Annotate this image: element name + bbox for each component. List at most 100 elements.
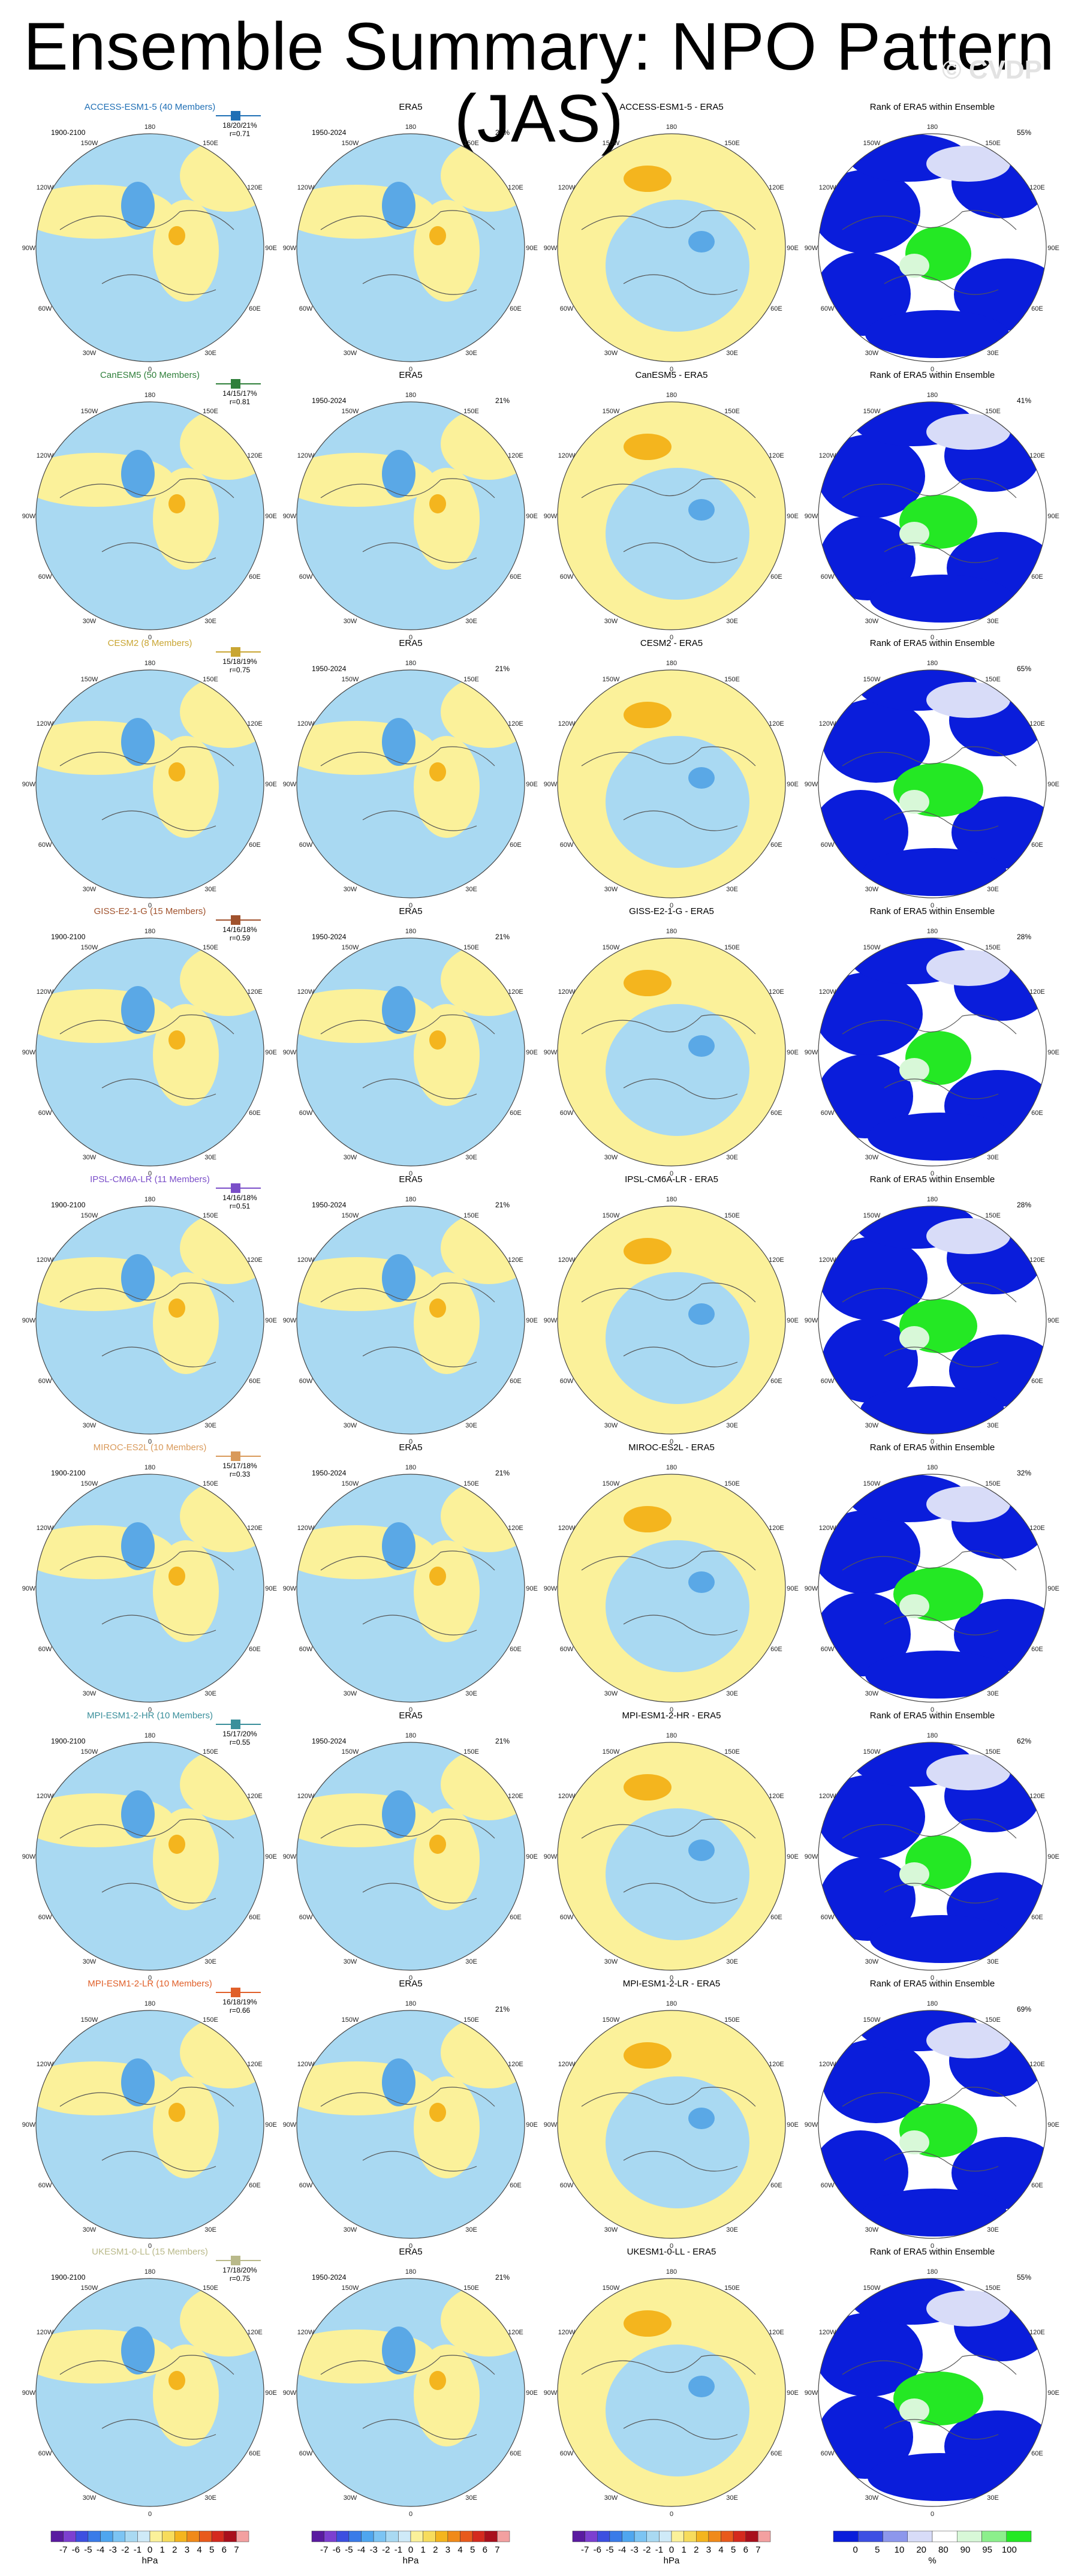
map-label-top: 180 [666,928,677,935]
map-label-lower_left: 60W [299,1646,313,1653]
rank-low-region [820,1857,916,1941]
map-label-top: 180 [927,928,938,935]
positive-anomaly [414,200,480,302]
coastline [362,1078,477,1099]
map-fill [818,2010,1046,2238]
map-label-upper_left2: 120W [297,1257,315,1264]
map-label-lower_left: 60W [38,1378,52,1385]
polar-map-diff: 180 0 90W 90E 150W 120W 150E 120E 60W 30W 60E 30E [544,660,799,909]
strong-negative-anomaly [382,1254,415,1302]
map-label-upper_left: 150W [81,1212,98,1219]
model-pct-stats: 14/16/18% [222,1194,257,1202]
coastline [320,2355,495,2375]
era5-period: 1950-2024 [312,128,347,137]
coastline [623,274,738,295]
map-label-left: 90W [805,2121,818,2129]
model-panel-title: GISS-E2-1-G (15 Members) [94,906,206,916]
rank-mid-region [926,1754,1010,1790]
map-label-upper_left: 150W [81,676,98,683]
map-label-bottom: 0 [148,366,152,373]
map-label-bottom: 0 [409,1706,412,1714]
colorbar-tick: -5 [345,2545,353,2555]
strong-positive-anomaly [168,2371,185,2390]
map-boundary [35,133,264,362]
rank-mid-region [926,2291,1010,2326]
map-label-lower_right2: 30E [726,1690,738,1697]
coastline [581,1014,756,1035]
coastline [842,1014,1017,1035]
coastline [101,2419,216,2440]
map-label-right: 90E [265,2389,277,2397]
map-label-lower_left2: 30W [83,1690,97,1697]
colorbar-swatch [858,2530,883,2542]
colorbar-tick: -7 [59,2545,67,2555]
map-label-lower_right: 60E [770,841,782,849]
map-label-bottom: 0 [670,902,673,909]
model-pct-stats: 17/18/20% [222,2266,257,2274]
colorbar-swatch [137,2530,150,2542]
model-pct-stats: 18/20/21% [222,121,257,130]
map-label-lower_right: 60E [249,841,261,849]
rank-panel-title: Rank of ERA5 within Ensemble [870,1979,995,1989]
map-label-lower_left2: 30W [83,1154,97,1161]
map-boundary [35,401,264,630]
coastline [59,1550,234,1571]
map-label-bottom: 0 [670,2243,673,2250]
polar-map-diff: 180 0 90W 90E 150W 120W 150E 120E 60W 30W 60E 30E [544,392,799,641]
colorbar-swatch [373,2530,386,2542]
colorbar-swatch [211,2530,224,2542]
map-label-upper_right: 150E [463,2285,479,2292]
map-label-right: 90E [265,2121,277,2129]
strong-negative-anomaly [382,182,415,230]
map-boundary [296,1206,525,1435]
strong-negative-anomaly [121,182,155,230]
map-label-upper_right2: 120E [247,184,263,191]
positive-anomaly [414,1808,480,1910]
colorbar-swatch [162,2530,175,2542]
map-label-left: 90W [805,781,818,788]
strong-positive-anomaly [429,226,446,245]
map-label-lower_left: 60W [299,1378,313,1385]
colorbar-tick: 1 [420,2545,425,2555]
colorbar-tick: -6 [594,2545,601,2555]
strong-positive-anomaly [429,494,446,513]
strong-positive-anomaly [624,1774,672,1801]
map-label-upper_left2: 120W [558,2061,576,2068]
colorbar-tick: 10 [895,2545,905,2555]
map-boundary [557,1742,786,1971]
strong-positive-anomaly [168,1835,185,1854]
rank-pct: 55% [1017,2273,1031,2282]
model-period: 1900-2100 [51,2273,86,2282]
map-label-top: 180 [405,124,416,131]
map-label-lower_right: 60E [1031,2450,1043,2457]
strong-positive-anomaly [168,1298,185,1318]
map-label-right: 90E [1047,245,1059,252]
rank-panel-title: Rank of ERA5 within Ensemble [870,1174,995,1185]
map-label-bottom: 0 [931,1438,934,1445]
rank-panel-title: Rank of ERA5 within Ensemble [870,2247,995,2257]
strong-negative-anomaly [382,718,415,766]
map-label-lower_right2: 30E [726,2226,738,2234]
coastline [59,1282,234,1303]
map-label-lower_left: 60W [299,573,313,581]
colorbar-swatch [435,2530,448,2542]
colorbar-swatch [671,2530,684,2542]
map-label-bottom: 0 [931,1170,934,1177]
coastline [842,1282,1017,1303]
map-label-lower_left: 60W [560,1378,574,1385]
map-label-upper_left2: 120W [297,184,315,191]
polar-map-diff: 180 0 90W 90E 150W 120W 150E 120E 60W 30W 60E 30E [544,1464,799,1714]
colorbar-tick: -1 [395,2545,402,2555]
positive-anomaly [153,200,219,302]
map-label-left: 90W [283,1585,297,1592]
map-label-lower_right: 60E [249,1110,261,1117]
rank-high-region [899,790,929,814]
map-label-upper_right: 150E [203,1212,218,1219]
map-label-right: 90E [1047,1585,1059,1592]
colorbar-tick: 6 [483,2545,487,2555]
map-boundary [557,937,786,1167]
positive-anomaly [153,736,219,838]
negative-anomaly [606,2344,749,2476]
diff-panel-title: CanESM5 - ERA5 [636,370,708,380]
map-label-upper_left2: 120W [819,720,836,728]
